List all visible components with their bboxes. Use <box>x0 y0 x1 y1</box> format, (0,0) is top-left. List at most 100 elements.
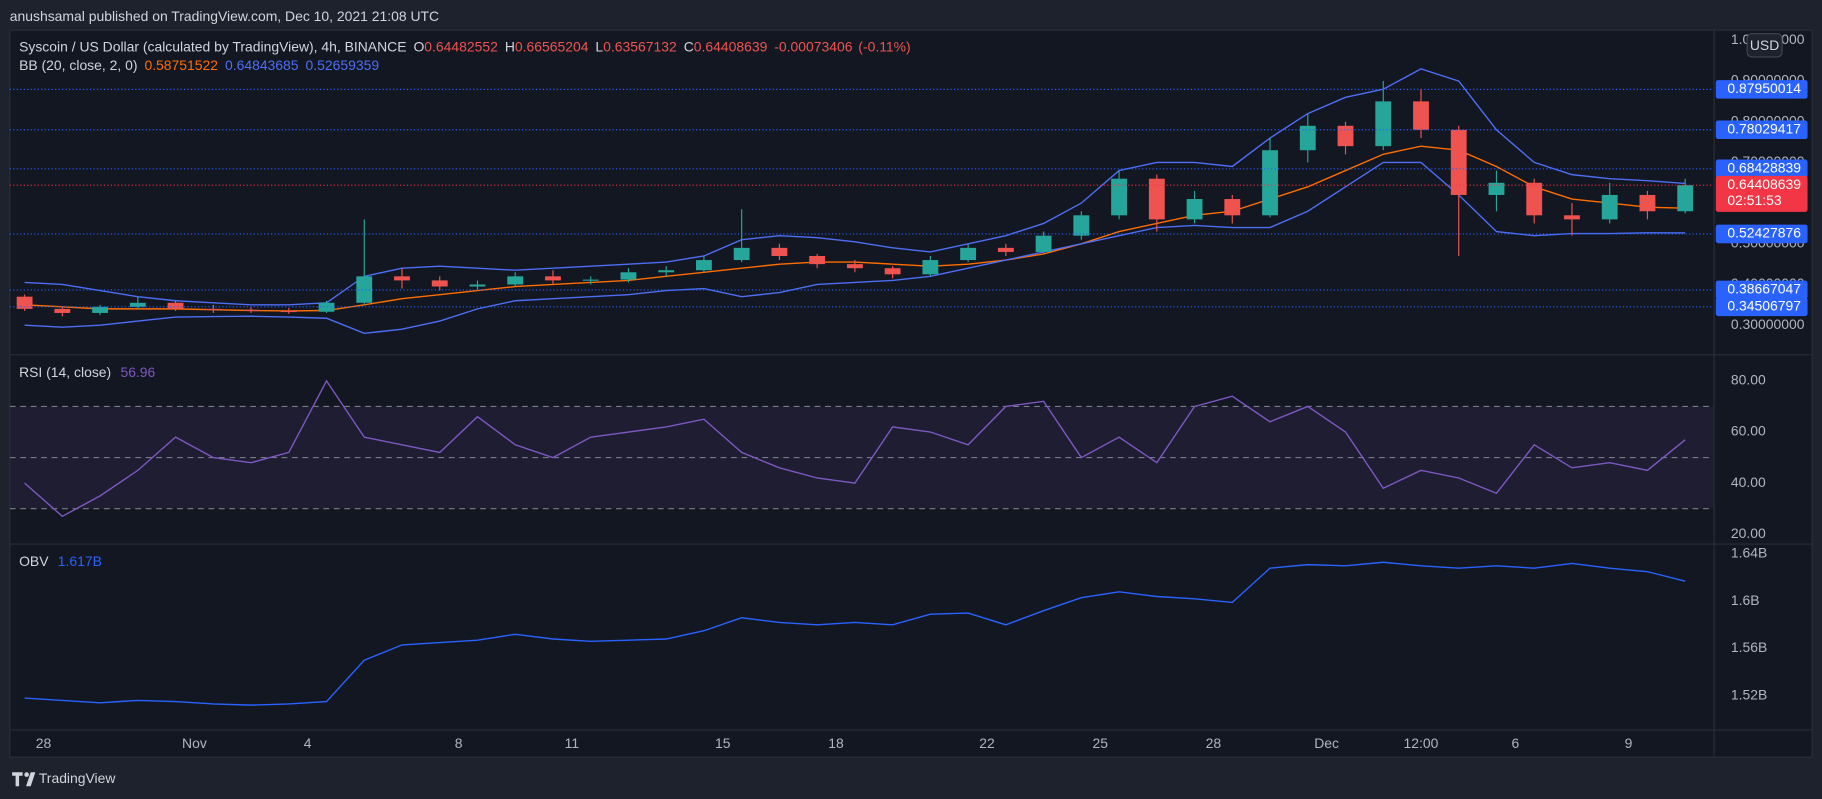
brand-name: TradingView <box>39 770 117 786</box>
logo-shape <box>26 772 36 787</box>
brand-logo <box>12 772 36 787</box>
x-tick-label: 8 <box>455 735 463 751</box>
candle-body <box>1186 199 1203 220</box>
x-tick-label: 28 <box>1206 735 1222 751</box>
bb-legend: BB (20, close, 2, 0) 0.58751522 0.64843685… <box>19 57 379 73</box>
candle-body <box>620 272 637 280</box>
obv-title: OBV <box>19 553 49 569</box>
price-badge-label: 0.34506797 <box>1727 298 1801 314</box>
publisher-note: anushsamal published on TradingView.com,… <box>10 8 439 24</box>
ohlc-key: L <box>595 38 603 54</box>
ohlc-key: C <box>684 38 694 54</box>
x-tick-label: 9 <box>1625 735 1633 751</box>
rsi-legend: RSI (14, close) 56.96 <box>19 363 155 379</box>
y-tick-label: 1.6B <box>1731 592 1760 608</box>
x-tick-label: 18 <box>828 735 844 751</box>
bb-lower-value: 0.52659359 <box>306 57 380 73</box>
candle-body <box>280 310 297 313</box>
candle-body <box>771 247 788 256</box>
rsi-value: 56.96 <box>120 363 155 379</box>
candle-body <box>1450 129 1467 195</box>
bb-line <box>24 161 1686 335</box>
price-badge <box>1715 120 1808 140</box>
ohlc-key: O <box>413 38 424 54</box>
candle-body <box>1148 178 1165 220</box>
change-value: -0.00073406 <box>774 38 852 54</box>
y-tick-label: 1.64B <box>1731 545 1767 561</box>
bb-line <box>24 68 1686 306</box>
ohlc-value: 0.66565204 <box>515 38 589 54</box>
ohlc-value: 0.64408639 <box>694 38 768 54</box>
last-price-badge <box>1715 175 1808 212</box>
candle-body <box>1337 125 1354 147</box>
candle-body <box>1677 185 1694 212</box>
candle-body <box>1375 101 1392 147</box>
marks-layer <box>9 68 1714 706</box>
candle-body <box>356 276 373 303</box>
candle-body <box>318 302 335 312</box>
candle-body <box>809 255 826 265</box>
candle-body <box>696 260 712 271</box>
candle-body <box>469 284 486 287</box>
x-tick-label: Nov <box>182 735 207 751</box>
ohlc-key: H <box>505 38 515 54</box>
x-tick-label: 28 <box>36 735 52 751</box>
candle-body <box>1639 194 1656 212</box>
candle-body <box>733 247 750 261</box>
candle-body <box>431 280 448 287</box>
candle-body <box>1035 235 1052 252</box>
candle-body <box>1073 215 1090 236</box>
logo-shape <box>24 772 29 777</box>
price-badge-label: 0.38667047 <box>1727 281 1801 297</box>
x-tick-label: 12:00 <box>1404 735 1439 751</box>
candle-body <box>167 302 184 309</box>
bb-basis-value: 0.58751522 <box>144 57 218 73</box>
candle-body <box>1601 194 1618 220</box>
candle-body <box>545 276 561 281</box>
candle-body <box>922 260 939 275</box>
candle-body <box>243 309 259 311</box>
x-tick-label: 15 <box>715 735 731 751</box>
price-badge-label: 0.78029417 <box>1727 120 1801 136</box>
price-badge-label: 0.52427876 <box>1727 225 1801 241</box>
change-percent: (-0.11%) <box>858 38 910 54</box>
last-price-label: 0.64408639 <box>1727 176 1801 192</box>
currency-box[interactable] <box>1746 33 1783 58</box>
candle-body <box>1488 182 1505 195</box>
candle-body <box>1262 150 1278 216</box>
chart-frame <box>9 29 1813 758</box>
currency-label[interactable]: USD <box>1750 37 1779 53</box>
x-tick-label: 6 <box>1511 735 1519 751</box>
rsi-title: RSI (14, close) <box>19 363 111 379</box>
indicator-line <box>24 561 1686 706</box>
candle-body <box>846 264 863 269</box>
candle-body <box>507 276 524 285</box>
x-tick-label: 11 <box>565 735 580 751</box>
x-tick-label: 4 <box>304 735 312 751</box>
countdown-label: 02:51:53 <box>1727 192 1781 208</box>
x-tick-label: Dec <box>1314 735 1339 751</box>
candle-body <box>960 247 977 261</box>
ohlc-value: 0.64482552 <box>424 38 498 54</box>
candle-body <box>658 270 675 273</box>
obv-value: 1.617B <box>58 553 102 569</box>
price-badge <box>1715 297 1808 317</box>
candle-body <box>1299 125 1316 151</box>
x-tick-label: 22 <box>979 735 995 751</box>
candle-body <box>129 302 146 307</box>
y-tick-label: 60.00 <box>1731 423 1766 439</box>
price-badge <box>1715 280 1808 300</box>
price-badge <box>1715 159 1808 179</box>
candle-body <box>1413 101 1429 130</box>
price-badge-label: 0.68428839 <box>1727 159 1801 175</box>
ohlc-value: 0.63567132 <box>603 38 677 54</box>
candle-body <box>1526 182 1543 216</box>
candle-body <box>1111 178 1127 216</box>
candle-body <box>16 296 33 309</box>
price-badge-label: 0.87950014 <box>1727 80 1801 96</box>
price-badge <box>1715 80 1808 99</box>
indicator-line <box>24 379 1686 518</box>
bb-upper-value: 0.64843685 <box>225 57 299 73</box>
